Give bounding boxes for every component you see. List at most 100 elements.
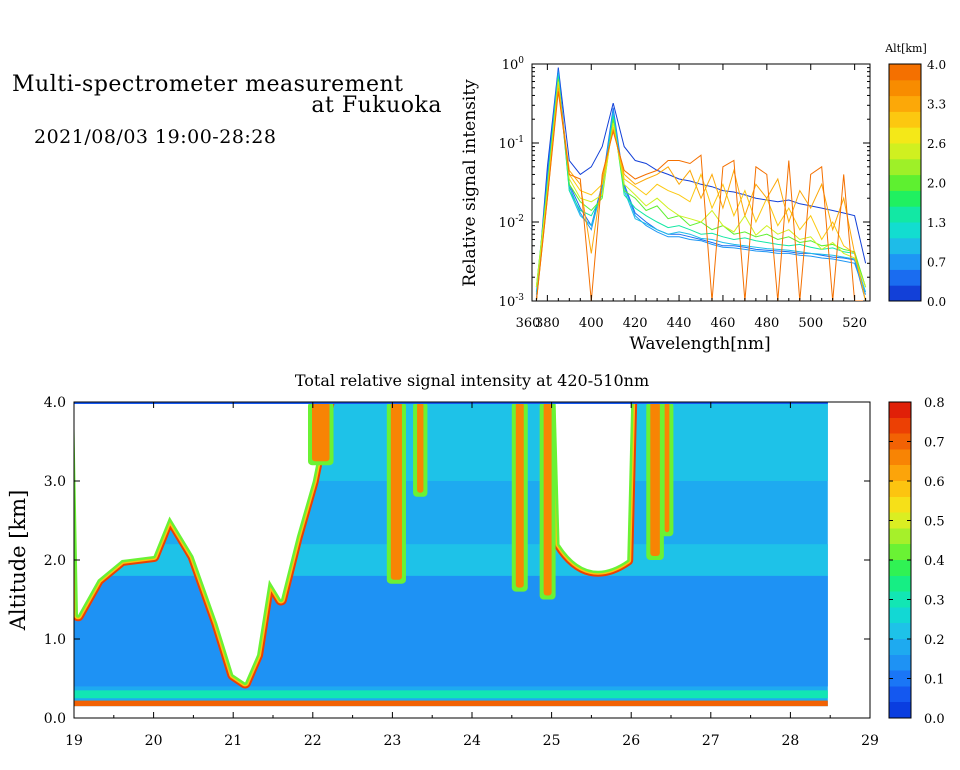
altitude-colorbar-block [889, 269, 921, 286]
spectrum-y-tick-label: 10-1 [499, 135, 524, 152]
spectrum-series-line-2 [535, 71, 867, 295]
spectrum-plot-frame [531, 63, 871, 302]
altitude-colorbar-tick-label: 0.0 [927, 295, 946, 309]
heatmap-x-tick-label: 19 [65, 733, 83, 749]
altitude-colorbar-ticks: 0.0 0.7 1.3 2.0 2.6 3.3 4.0 [927, 58, 946, 309]
intensity-colorbar-tick-label: 0.2 [924, 633, 945, 648]
heatmap-x-tick-label: 26 [622, 733, 640, 749]
heatmap-x-tick-label: 22 [304, 733, 322, 749]
altitude-colorbar-block [889, 206, 921, 223]
heatmap-x-tick-label: 24 [463, 733, 481, 749]
altitude-colorbar-label: Alt[km] [884, 42, 927, 55]
intensity-colorbar-gradient [889, 402, 911, 718]
intensity-colorbar-tick-label: 0.8 [924, 396, 945, 411]
heatmap-cloud2-region [555, 402, 632, 571]
spectrum-x-tick-label: 360 [516, 316, 541, 331]
spectrum-y-tick-base: 10 [499, 137, 516, 152]
altitude-colorbar-block [889, 127, 921, 144]
intensity-colorbar-tick-label: 0.1 [924, 673, 945, 688]
spectrum-x-label: Wavelength[nm] [629, 334, 770, 354]
spectrum-y-tick-label: 10-2 [499, 214, 524, 231]
spectrum-y-tick-base: 10 [499, 295, 516, 310]
heatmap-plume-core [417, 402, 424, 493]
heatmap-y-tick-label: 3.0 [44, 474, 66, 490]
spectrum-y-tick-exponent: -1 [515, 135, 524, 145]
date-range: 2021/08/03 19:00-28:28 [34, 126, 277, 148]
spectrum-series-line-6 [535, 81, 867, 288]
heatmap-field [74, 402, 828, 707]
spectrum-y-tick-label: 10-3 [499, 293, 525, 310]
altitude-colorbar-block [889, 158, 921, 176]
altitude-colorbar-block [889, 64, 921, 81]
spectrum-y-tick-exponent: 0 [518, 56, 524, 66]
heatmap-plume-core [515, 402, 524, 588]
spectrum-series-group [535, 67, 867, 301]
spectrum-series-line-0 [535, 67, 867, 301]
spectrum-x-tick-label: 460 [711, 316, 736, 331]
altitude-colorbar-block [889, 174, 921, 191]
spectrum-y-tick-exponent: -2 [515, 214, 524, 224]
altitude-colorbar-tick-label: 2.6 [927, 137, 946, 151]
altitude-colorbar-block [889, 79, 921, 97]
intensity-colorbar-tick-label: 0.3 [924, 594, 945, 609]
heatmap-cloud-region [74, 402, 329, 683]
heatmap-plume-core [312, 402, 330, 462]
altitude-colorbar-block [889, 143, 921, 160]
heatmap-plume-core [543, 402, 552, 596]
spectrum-y-label: Relative signal intensity [460, 79, 480, 287]
altitude-colorbar-blocks [889, 64, 921, 302]
spectrum-y-tick-base: 10 [502, 58, 519, 73]
spectrum-x-tick-label: 480 [754, 316, 779, 331]
spectrum-x-tick-label: 520 [842, 316, 867, 331]
intensity-colorbar-tick-label: 0.0 [924, 712, 945, 727]
heatmap-plume-core [650, 402, 660, 556]
heatmap-lower-layer [74, 575, 828, 687]
altitude-colorbar-tick-label: 2.0 [927, 177, 946, 191]
spectrum-series-line-8 [535, 87, 867, 301]
heatmap-x-ticks: 19 20 21 22 23 24 25 26 27 28 29 [65, 402, 879, 749]
spectrum-x-tick-label: 500 [798, 316, 823, 331]
heatmap-y-tick-label: 2.0 [44, 553, 66, 569]
intensity-colorbar-tick-label: 0.4 [924, 554, 945, 569]
heatmap-x-tick-label: 25 [543, 733, 561, 749]
heatmap-plume-core [664, 402, 670, 533]
heatmap-y-tick-label: 4.0 [44, 395, 66, 411]
spectrum-y-tick-base: 10 [499, 216, 516, 231]
heatmap-x-tick-label: 29 [861, 733, 879, 749]
figure-title: Multi-spectrometer measurement [12, 72, 404, 97]
intensity-colorbar: 0.0 0.1 0.2 0.3 0.4 0.5 0.6 0.7 0.8 [888, 396, 945, 727]
figure-title-block: Multi-spectrometer measurement at Fukuok… [12, 72, 442, 118]
figure-location: at Fukuoka [311, 93, 442, 118]
spectrum-series-line-9 [535, 91, 866, 301]
heatmap-x-tick-label: 21 [224, 733, 242, 749]
altitude-colorbar: Alt[km] 0.0 0.7 1.3 2.0 2.6 3.3 4.0 [884, 42, 946, 309]
spectrum-x-tick-label: 400 [579, 316, 604, 331]
heatmap-x-tick-label: 20 [145, 733, 163, 749]
altitude-colorbar-block [889, 253, 921, 270]
spectrum-y-tick-exponent: -3 [515, 293, 524, 303]
altitude-colorbar-block [889, 95, 921, 112]
altitude-colorbar-tick-label: 0.7 [927, 256, 946, 270]
altitude-colorbar-tick-label: 4.0 [927, 58, 946, 72]
altitude-colorbar-block [889, 222, 921, 239]
heatmap-title: Total relative signal intensity at 420-5… [295, 371, 649, 390]
altitude-colorbar-tick-label: 1.3 [927, 216, 946, 230]
spectrum-x-tick-label: 380 [535, 316, 560, 331]
altitude-colorbar-block [889, 190, 921, 207]
heatmap-y-label: Altitude [km] [6, 490, 30, 632]
heatmap-y-tick-label: 1.0 [44, 632, 66, 648]
heatmap-surface-band [74, 690, 828, 699]
heatmap-x-tick-label: 28 [781, 733, 799, 749]
spectrum-series-line-7 [535, 84, 867, 301]
heatmap-y-ticks: 0.0 1.0 2.0 3.0 4.0 [44, 395, 870, 727]
spectrum-x-tick-label: 440 [667, 316, 692, 331]
heatmap-plume-core [390, 402, 402, 580]
altitude-colorbar-block [889, 237, 921, 255]
spectrum-series-line-4 [535, 76, 867, 288]
spectrum-y-tick-label: 100 [502, 56, 525, 73]
altitude-colorbar-block [889, 111, 921, 128]
